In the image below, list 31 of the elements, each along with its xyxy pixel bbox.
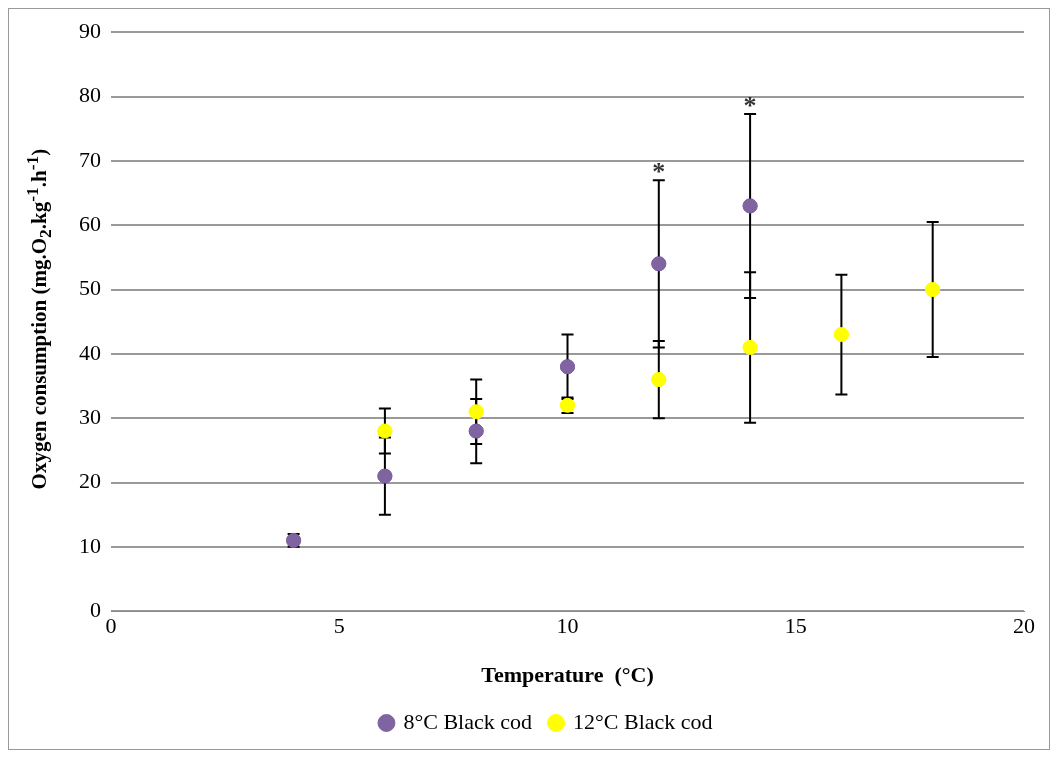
point: [742, 198, 758, 214]
y-tick-label: 60: [79, 210, 101, 236]
y-tick-label: 0: [90, 596, 101, 622]
point: [560, 359, 575, 375]
legend-label: 8°C Black cod: [403, 708, 533, 734]
x-tick-label: 20: [1013, 613, 1035, 639]
y-tick-label: 90: [79, 17, 101, 43]
point: [651, 372, 667, 388]
point: [651, 256, 667, 272]
point: [468, 404, 484, 420]
y-tick-label: 10: [79, 532, 101, 558]
point: [377, 423, 393, 439]
x-tick-label: 15: [784, 613, 807, 639]
x-tick-label: 0: [105, 613, 117, 639]
y-tick-label: 40: [79, 339, 101, 365]
y-tick-label: 80: [79, 82, 101, 108]
point: [742, 339, 758, 355]
annotation: *: [652, 156, 666, 186]
x-axis-title: Temperature (°C): [481, 662, 654, 688]
annotation: *: [743, 90, 757, 120]
x-tick-label: 10: [556, 613, 579, 639]
legend-label: 12°C Black cod: [573, 708, 713, 734]
point: [468, 423, 484, 439]
point: [377, 468, 393, 484]
x-tick-label: 5: [333, 613, 345, 639]
point: [925, 282, 941, 298]
y-tick-label: 30: [79, 403, 101, 429]
point: [833, 327, 849, 343]
y-tick-label: 50: [79, 275, 101, 301]
y-tick-label: 70: [79, 146, 101, 172]
y-tick-label: 20: [79, 468, 101, 494]
